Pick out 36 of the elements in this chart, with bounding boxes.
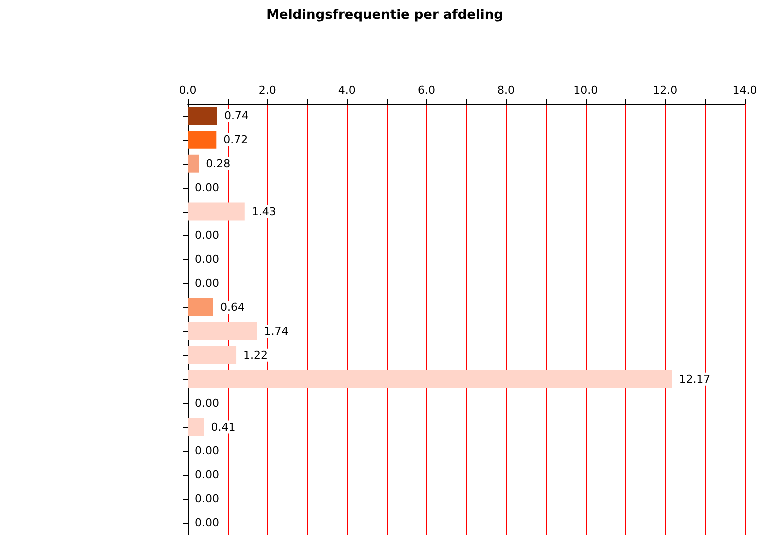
bar [188,130,217,149]
data-label: 0.00 [195,253,220,266]
data-label: 1.43 [252,205,276,218]
x-tick-label: 12.0 [653,84,678,97]
x-tick-label: 10.0 [574,84,598,97]
data-label: 0.41 [211,420,236,434]
data-label: 0.28 [206,157,231,170]
data-label: 0.72 [224,133,248,146]
x-tick-label: 14.0 [732,84,758,97]
data-label: 0.00 [195,444,220,458]
x-tick-label: 4.0 [338,84,356,97]
data-label: 0.00 [195,229,220,242]
data-label: 12.17 [679,372,711,386]
x-tick-label: 2.0 [258,84,276,97]
data-label: 0.00 [195,396,220,410]
data-label: 0.00 [195,277,220,290]
data-label: 0.00 [195,181,220,194]
bar [188,346,237,364]
bar [188,322,258,340]
bar [188,370,672,388]
bar [188,298,214,317]
x-tick-label: 8.0 [498,84,516,97]
x-tick-label: 6.0 [418,84,436,97]
data-label: 1.22 [244,348,268,362]
data-label: 0.64 [220,301,245,314]
data-label: 1.74 [264,324,289,338]
bar [188,154,200,173]
bar [188,106,218,125]
data-label: 0.00 [195,468,220,482]
bar [188,202,245,221]
x-tick-label: 0.0 [179,84,197,97]
data-label: 0.00 [195,492,220,506]
data-label: 0.00 [195,516,220,530]
bar [188,418,204,436]
chart-title: Meldingsfrequentie per afdeling [266,8,504,23]
data-label: 0.74 [224,109,249,122]
